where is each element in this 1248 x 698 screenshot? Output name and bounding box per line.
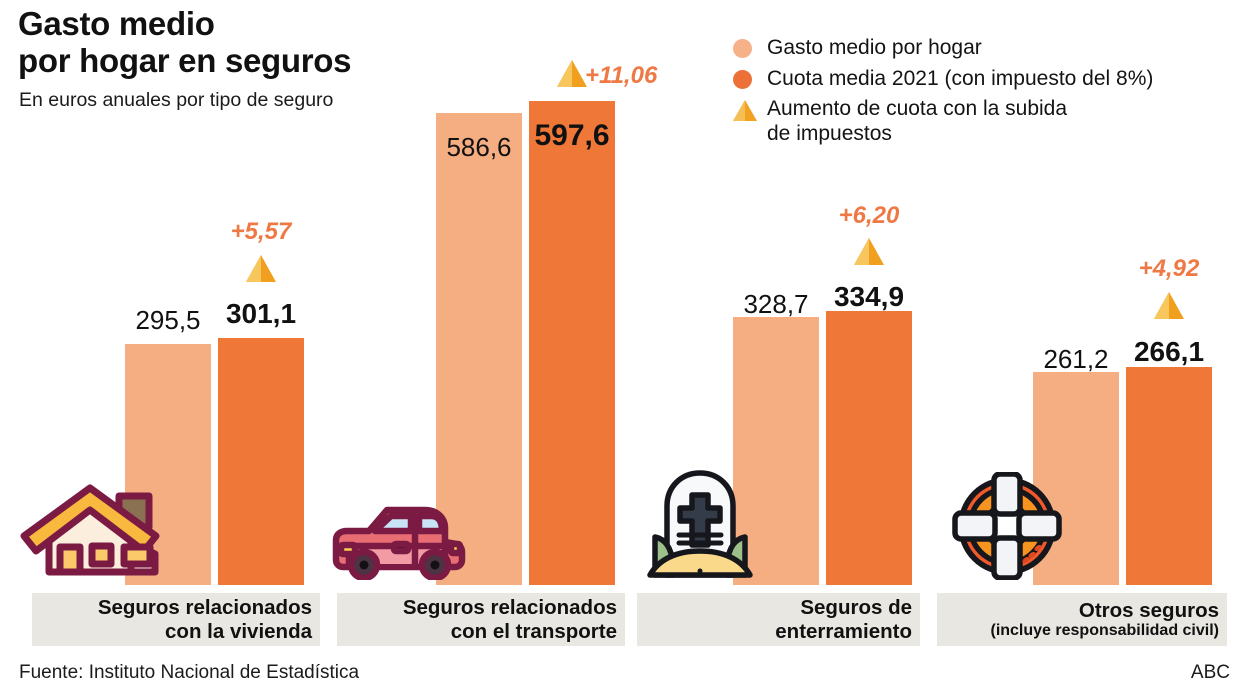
delta-enterramiento: +6,20: [838, 202, 900, 229]
value-gasto-enterramiento: 328,7: [743, 289, 809, 319]
category-enterramiento-line-2: enterramiento: [775, 619, 912, 643]
category-label-enterramiento: Seguros de enterramiento: [637, 593, 920, 646]
category-otros-line-2: (incluye responsabilidad civil): [990, 622, 1219, 640]
value-cuota-enterramiento: 334,9: [833, 281, 905, 312]
category-transporte-line-2: con el transporte: [450, 619, 617, 643]
bar-cuota-transporte: [529, 101, 615, 585]
category-transporte-line-1: Seguros relacionados: [402, 596, 617, 620]
legend-circle-dark-icon: [733, 67, 767, 89]
legend-item-aumento: Aumento de cuota con la subida de impues…: [733, 97, 1153, 146]
title-line-1: Gasto medio: [18, 5, 215, 42]
legend-label-gasto-medio: Gasto medio por hogar: [767, 36, 982, 59]
chart-legend: Gasto medio por hogar Cuota media 2021 (…: [733, 36, 1153, 152]
legend-item-cuota-media: Cuota media 2021 (con impuesto del 8%): [733, 67, 1153, 92]
category-vivienda-line-2: con la vivienda: [165, 619, 312, 643]
category-label-otros: Otros seguros (incluye responsabilidad c…: [937, 593, 1227, 646]
legend-item-gasto-medio: Gasto medio por hogar: [733, 36, 1153, 61]
brand-logo: ABC: [1190, 662, 1230, 683]
legend-circle-light-icon: [733, 36, 767, 58]
bar-gasto-transporte: [436, 113, 522, 585]
value-cuota-otros: 266,1: [1133, 336, 1205, 367]
category-label-vivienda: Seguros relacionados con la vivienda: [32, 593, 320, 646]
delta-otros: +4,92: [1138, 255, 1200, 282]
legend-triangle-icon: [733, 97, 767, 122]
category-label-transporte: Seguros relacionados con el transporte: [337, 593, 625, 646]
triangle-marker-transporte: [557, 60, 587, 87]
bar-cuota-enterramiento: [826, 311, 912, 585]
tombstone-icon: [645, 463, 755, 585]
value-gasto-transporte: 586,6: [446, 132, 512, 162]
delta-transporte: +11,06: [585, 62, 658, 89]
value-gasto-otros: 261,2: [1043, 344, 1109, 374]
page-title: Gasto medio por hogar en seguros: [18, 5, 352, 80]
car-icon: [327, 502, 467, 585]
title-line-2: por hogar en seguros: [18, 41, 352, 79]
category-otros-line-1: Otros seguros: [1078, 598, 1219, 622]
category-enterramiento-line-1: Seguros de: [800, 596, 912, 620]
triangle-marker-vivienda: [246, 255, 276, 282]
delta-vivienda: +5,57: [230, 218, 292, 245]
source-note: Fuente: Instituto Nacional de Estadístic…: [19, 662, 360, 683]
triangle-marker-enterramiento: [854, 238, 884, 265]
value-cuota-vivienda: 301,1: [225, 298, 297, 329]
category-vivienda-line-1: Seguros relacionados: [97, 596, 312, 620]
triangle-marker-otros: [1154, 292, 1184, 319]
bar-cuota-otros: [1126, 367, 1212, 585]
lifering-icon: [952, 471, 1062, 585]
legend-label-aumento-line-1: Aumento de cuota con la subida: [767, 97, 1068, 121]
legend-label-aumento-line-2: de impuestos: [767, 121, 892, 145]
value-cuota-transporte: 597,6: [534, 119, 610, 152]
page-subtitle: En euros anuales por tipo de seguro: [19, 89, 334, 111]
house-icon: [18, 483, 166, 585]
bar-cuota-vivienda: [218, 338, 304, 585]
legend-label-cuota-media: Cuota media 2021 (con impuesto del 8%): [767, 66, 1154, 90]
value-gasto-vivienda: 295,5: [135, 305, 201, 335]
